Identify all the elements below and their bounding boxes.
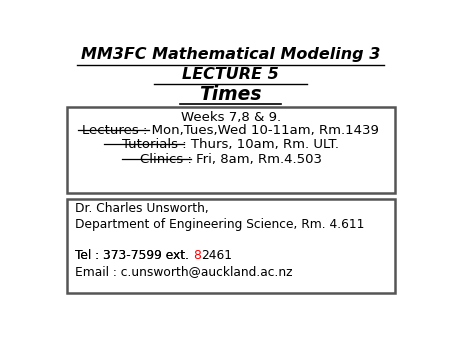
Text: Tel : 373-7599 ext.: Tel : 373-7599 ext. (76, 249, 194, 262)
Text: MM3FC Mathematical Modeling 3: MM3FC Mathematical Modeling 3 (81, 47, 380, 62)
Text: LECTURE 5: LECTURE 5 (182, 67, 279, 81)
Text: Tutorials : Thurs, 10am, Rm. ULT.: Tutorials : Thurs, 10am, Rm. ULT. (122, 139, 339, 151)
FancyBboxPatch shape (67, 107, 395, 193)
Text: 8: 8 (194, 249, 201, 262)
Text: Tel : 373-7599 ext.: Tel : 373-7599 ext. (76, 249, 194, 262)
FancyBboxPatch shape (67, 199, 395, 293)
Text: Weeks 7,8 & 9.: Weeks 7,8 & 9. (180, 111, 281, 124)
Text: Department of Engineering Science, Rm. 4.611: Department of Engineering Science, Rm. 4… (76, 218, 365, 231)
Text: Clinics : Fri, 8am, Rm.4.503: Clinics : Fri, 8am, Rm.4.503 (140, 153, 322, 166)
Text: Email : c.unsworth@auckland.ac.nz: Email : c.unsworth@auckland.ac.nz (76, 265, 293, 278)
Text: Lectures : Mon,Tues,Wed 10-11am, Rm.1439: Lectures : Mon,Tues,Wed 10-11am, Rm.1439 (82, 124, 379, 137)
Text: 2461: 2461 (201, 249, 232, 262)
Text: Times: Times (199, 85, 262, 104)
Text: Dr. Charles Unsworth,: Dr. Charles Unsworth, (76, 202, 209, 215)
